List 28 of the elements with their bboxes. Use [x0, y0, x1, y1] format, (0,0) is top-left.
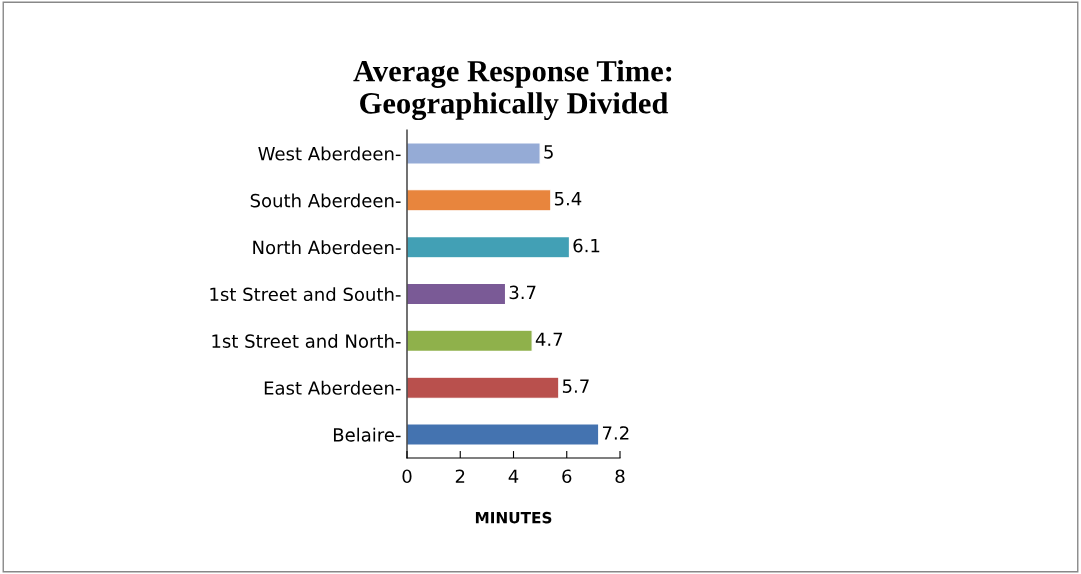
y-tick-label: South Aberdeen-: [250, 193, 401, 208]
x-tick-label: 0: [402, 469, 412, 484]
bar: [407, 329, 533, 352]
data-label: 5.7: [562, 379, 589, 393]
data-label: 6.1: [573, 238, 600, 253]
x-tick-label: 2: [455, 469, 465, 483]
y-tick-label: 1st Street and South-: [210, 287, 401, 302]
y-tick-label: Belaire-: [333, 427, 401, 442]
data-label: 3.7: [509, 285, 536, 300]
bar: [407, 423, 600, 446]
data-label: 4.7: [535, 332, 563, 346]
y-tick-label: East Aberdeen-: [264, 380, 401, 395]
y-tick-label: North Aberdeen-: [253, 240, 401, 255]
y-tick-label: West Aberdeen-: [258, 146, 401, 161]
bar: [407, 142, 541, 165]
bar: [407, 376, 560, 399]
data-label: 5.4: [554, 192, 582, 206]
x-tick-label: 4: [508, 469, 519, 483]
x-tick-label: 6: [562, 469, 572, 484]
data-label: 7.2: [602, 426, 629, 440]
bar: [407, 236, 570, 259]
bar: [407, 189, 552, 212]
bar: [407, 282, 507, 306]
x-axis-title: MINUTES: [475, 511, 552, 524]
data-label: 5: [544, 145, 553, 159]
x-tick-label: 8: [615, 469, 625, 484]
y-tick-label: 1st Street and North-: [212, 334, 401, 348]
chart-title: Average Response Time: Geographically Divided: [353, 59, 672, 121]
